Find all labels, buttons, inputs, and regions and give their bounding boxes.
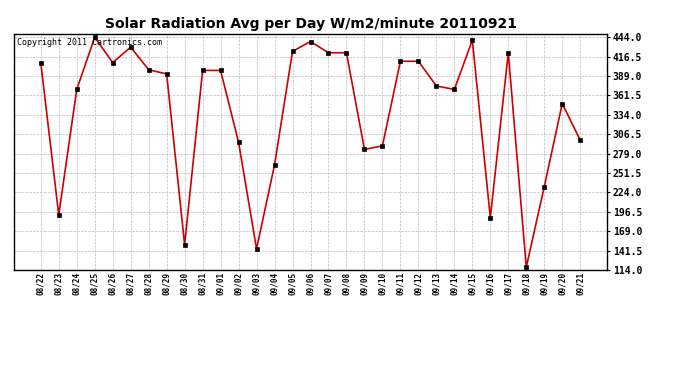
Text: Copyright 2011 Cartronics.com: Copyright 2011 Cartronics.com bbox=[17, 39, 161, 48]
Title: Solar Radiation Avg per Day W/m2/minute 20110921: Solar Radiation Avg per Day W/m2/minute … bbox=[104, 17, 517, 31]
